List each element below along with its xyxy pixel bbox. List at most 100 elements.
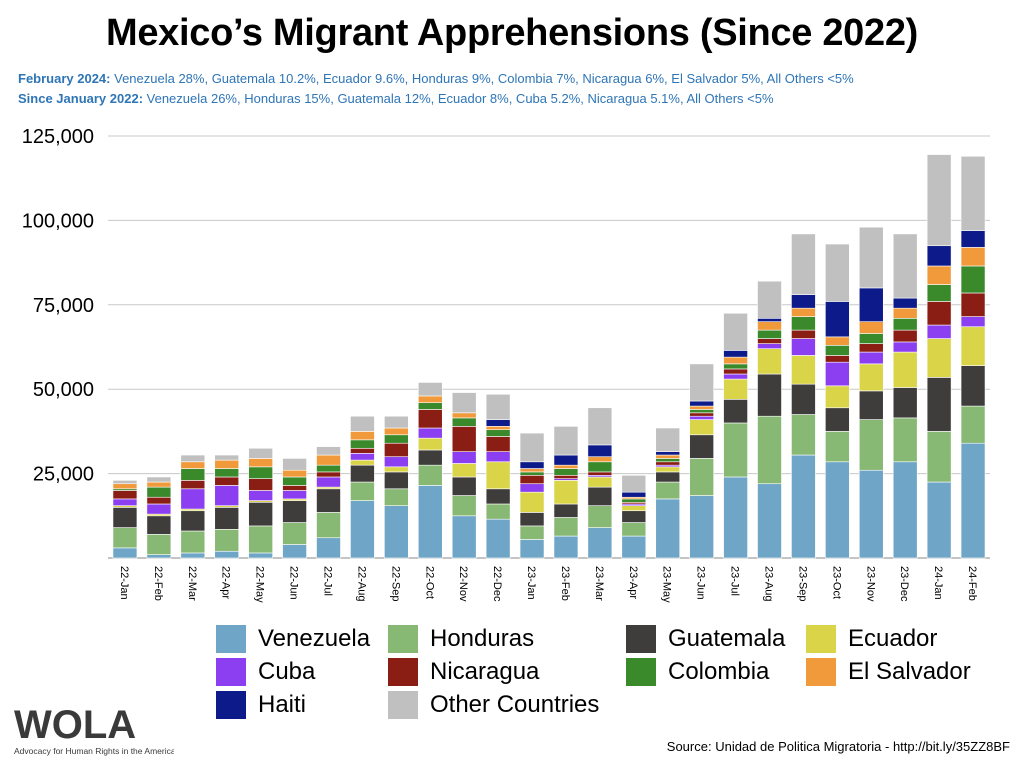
bar-segment-cuba <box>282 490 307 500</box>
bar-segment-cuba <box>180 488 206 510</box>
bar-segment-colombia <box>180 468 206 481</box>
bar-segment-cuba <box>316 476 341 488</box>
bar-segment-colombia <box>960 265 986 294</box>
bar-segment-cuba <box>892 341 918 353</box>
subtitle-feb-2024-label: February 2024: <box>18 71 111 86</box>
bar-segment-cuba <box>417 427 443 439</box>
x-tick-label: 22-Apr <box>220 566 232 599</box>
subtitle-since-2022-text: Venezuela 26%, Honduras 15%, Guatemala 1… <box>143 91 774 106</box>
bar-segment-el-salvador <box>282 469 307 478</box>
bar-segment-other-countries <box>519 432 545 463</box>
x-tick-label: 22-Oct <box>423 566 435 599</box>
bar-segment-guatemala <box>350 464 375 483</box>
wola-logo: WOLA Advocacy for Human Rights in the Am… <box>14 703 174 756</box>
bar-segment-other-countries <box>892 233 918 299</box>
bar-segment-colombia <box>757 329 782 339</box>
bar-segment-el-salvador <box>214 459 240 469</box>
bar-segment-colombia <box>451 417 477 427</box>
bar-segment-honduras <box>180 530 206 554</box>
bar-segment-cuba <box>112 498 138 506</box>
bar-segment-haiti <box>892 297 918 309</box>
legend-swatch <box>216 658 246 686</box>
bar-segment-nicaragua <box>282 485 307 491</box>
bar-segment-other-countries <box>791 233 816 295</box>
bar-segment-colombia <box>825 345 850 356</box>
bar-segment-el-salvador <box>248 458 273 468</box>
x-tick-label: 22-Aug <box>355 566 367 601</box>
wola-logo-text: WOLA <box>14 703 136 747</box>
bar-segment-colombia <box>689 409 714 414</box>
x-tick-label: 23-Aug <box>763 566 775 601</box>
bar-segment-cuba <box>960 316 986 328</box>
bar-segment-guatemala <box>316 488 341 513</box>
bar-segment-honduras <box>825 431 850 463</box>
x-tick-label: 23-Sep <box>796 566 808 601</box>
bar-segment-el-salvador <box>180 461 206 469</box>
bar-segment-colombia <box>384 434 409 444</box>
bar-segment-other-countries <box>350 415 375 432</box>
bar-segment-cuba <box>214 485 240 506</box>
bar-segment-el-salvador <box>112 483 138 490</box>
x-tick-label: 23-Nov <box>864 566 876 602</box>
bar-segment-guatemala <box>689 434 714 459</box>
bar-segment-nicaragua <box>689 412 714 417</box>
bar-segment-haiti <box>587 444 613 458</box>
bar-segment-nicaragua <box>248 478 273 491</box>
bar-segment-haiti <box>689 400 714 407</box>
bar-segment-ecuador <box>621 505 647 512</box>
legend-item-other-countries: Other Countries <box>388 690 599 720</box>
bar-segment-colombia <box>621 498 647 503</box>
bar-segment-el-salvador <box>519 468 545 473</box>
x-tick-label: 22-Nov <box>457 566 469 602</box>
bar-segment-nicaragua <box>926 301 952 326</box>
bar-segment-other-countries <box>316 446 341 456</box>
bar-segment-honduras <box>214 529 240 552</box>
bar-segment-nicaragua <box>112 490 138 500</box>
bar-segment-venezuela <box>825 461 850 559</box>
bar-segment-honduras <box>384 488 409 506</box>
bar-segment-ecuador <box>757 348 782 375</box>
bar-segment-honduras <box>587 505 613 528</box>
legend-item-venezuela: Venezuela <box>216 624 370 654</box>
bar-segment-el-salvador <box>858 321 884 334</box>
bar-segment-cuba <box>350 453 375 461</box>
bar-segment-other-countries <box>214 454 240 461</box>
bar-segment-el-salvador <box>757 321 782 331</box>
bar-segment-cuba <box>248 490 273 501</box>
x-tick-label: 22-Feb <box>152 566 164 601</box>
bar-segment-nicaragua <box>214 476 240 486</box>
bar-segment-ecuador <box>417 437 443 451</box>
bar-segment-ecuador <box>587 476 613 488</box>
bar-segment-nicaragua <box>316 471 341 478</box>
bar-segment-other-countries <box>926 154 952 247</box>
stacked-bar-chart: 25,000 50,000 75,000 100,000 125,000 22-Jan 22… <box>22 126 990 603</box>
bar-segment-ecuador <box>350 459 375 466</box>
bar-segment-cuba <box>757 343 782 349</box>
bar-segment-haiti <box>791 294 816 309</box>
bar-segment-colombia <box>892 318 918 331</box>
y-tick-label: 125,000 <box>22 126 94 148</box>
bar-segment-colombia <box>858 333 884 344</box>
legend-label: Honduras <box>430 625 535 652</box>
bar-segment-honduras <box>146 534 172 555</box>
bar-segment-el-salvador <box>892 307 918 319</box>
subtitle-since-2022: Since January 2022: Venezuela 26%, Hondu… <box>18 91 774 106</box>
bar-segment-venezuela <box>621 535 647 559</box>
bar-segment-honduras <box>926 431 952 483</box>
bar-segment-nicaragua <box>180 480 206 490</box>
y-tick-label: 100,000 <box>22 210 94 232</box>
bar-segment-cuba <box>791 338 816 356</box>
bar-segment-colombia <box>926 284 952 302</box>
x-tick-label: 22-Jan <box>118 566 130 600</box>
bar-segment-guatemala <box>248 501 273 527</box>
bar-segment-venezuela <box>146 554 172 559</box>
bar-segment-venezuela <box>451 515 477 559</box>
bar-segment-venezuela <box>384 505 409 559</box>
bar-segment-guatemala <box>384 471 409 490</box>
bar-segment-colombia <box>519 471 545 476</box>
bar-segment-venezuela <box>858 469 884 559</box>
bar-segment-guatemala <box>926 377 952 432</box>
x-tick-label: 23-Dec <box>898 566 910 602</box>
bar-segment-colombia <box>723 363 748 370</box>
bar-segment-guatemala <box>757 373 782 417</box>
